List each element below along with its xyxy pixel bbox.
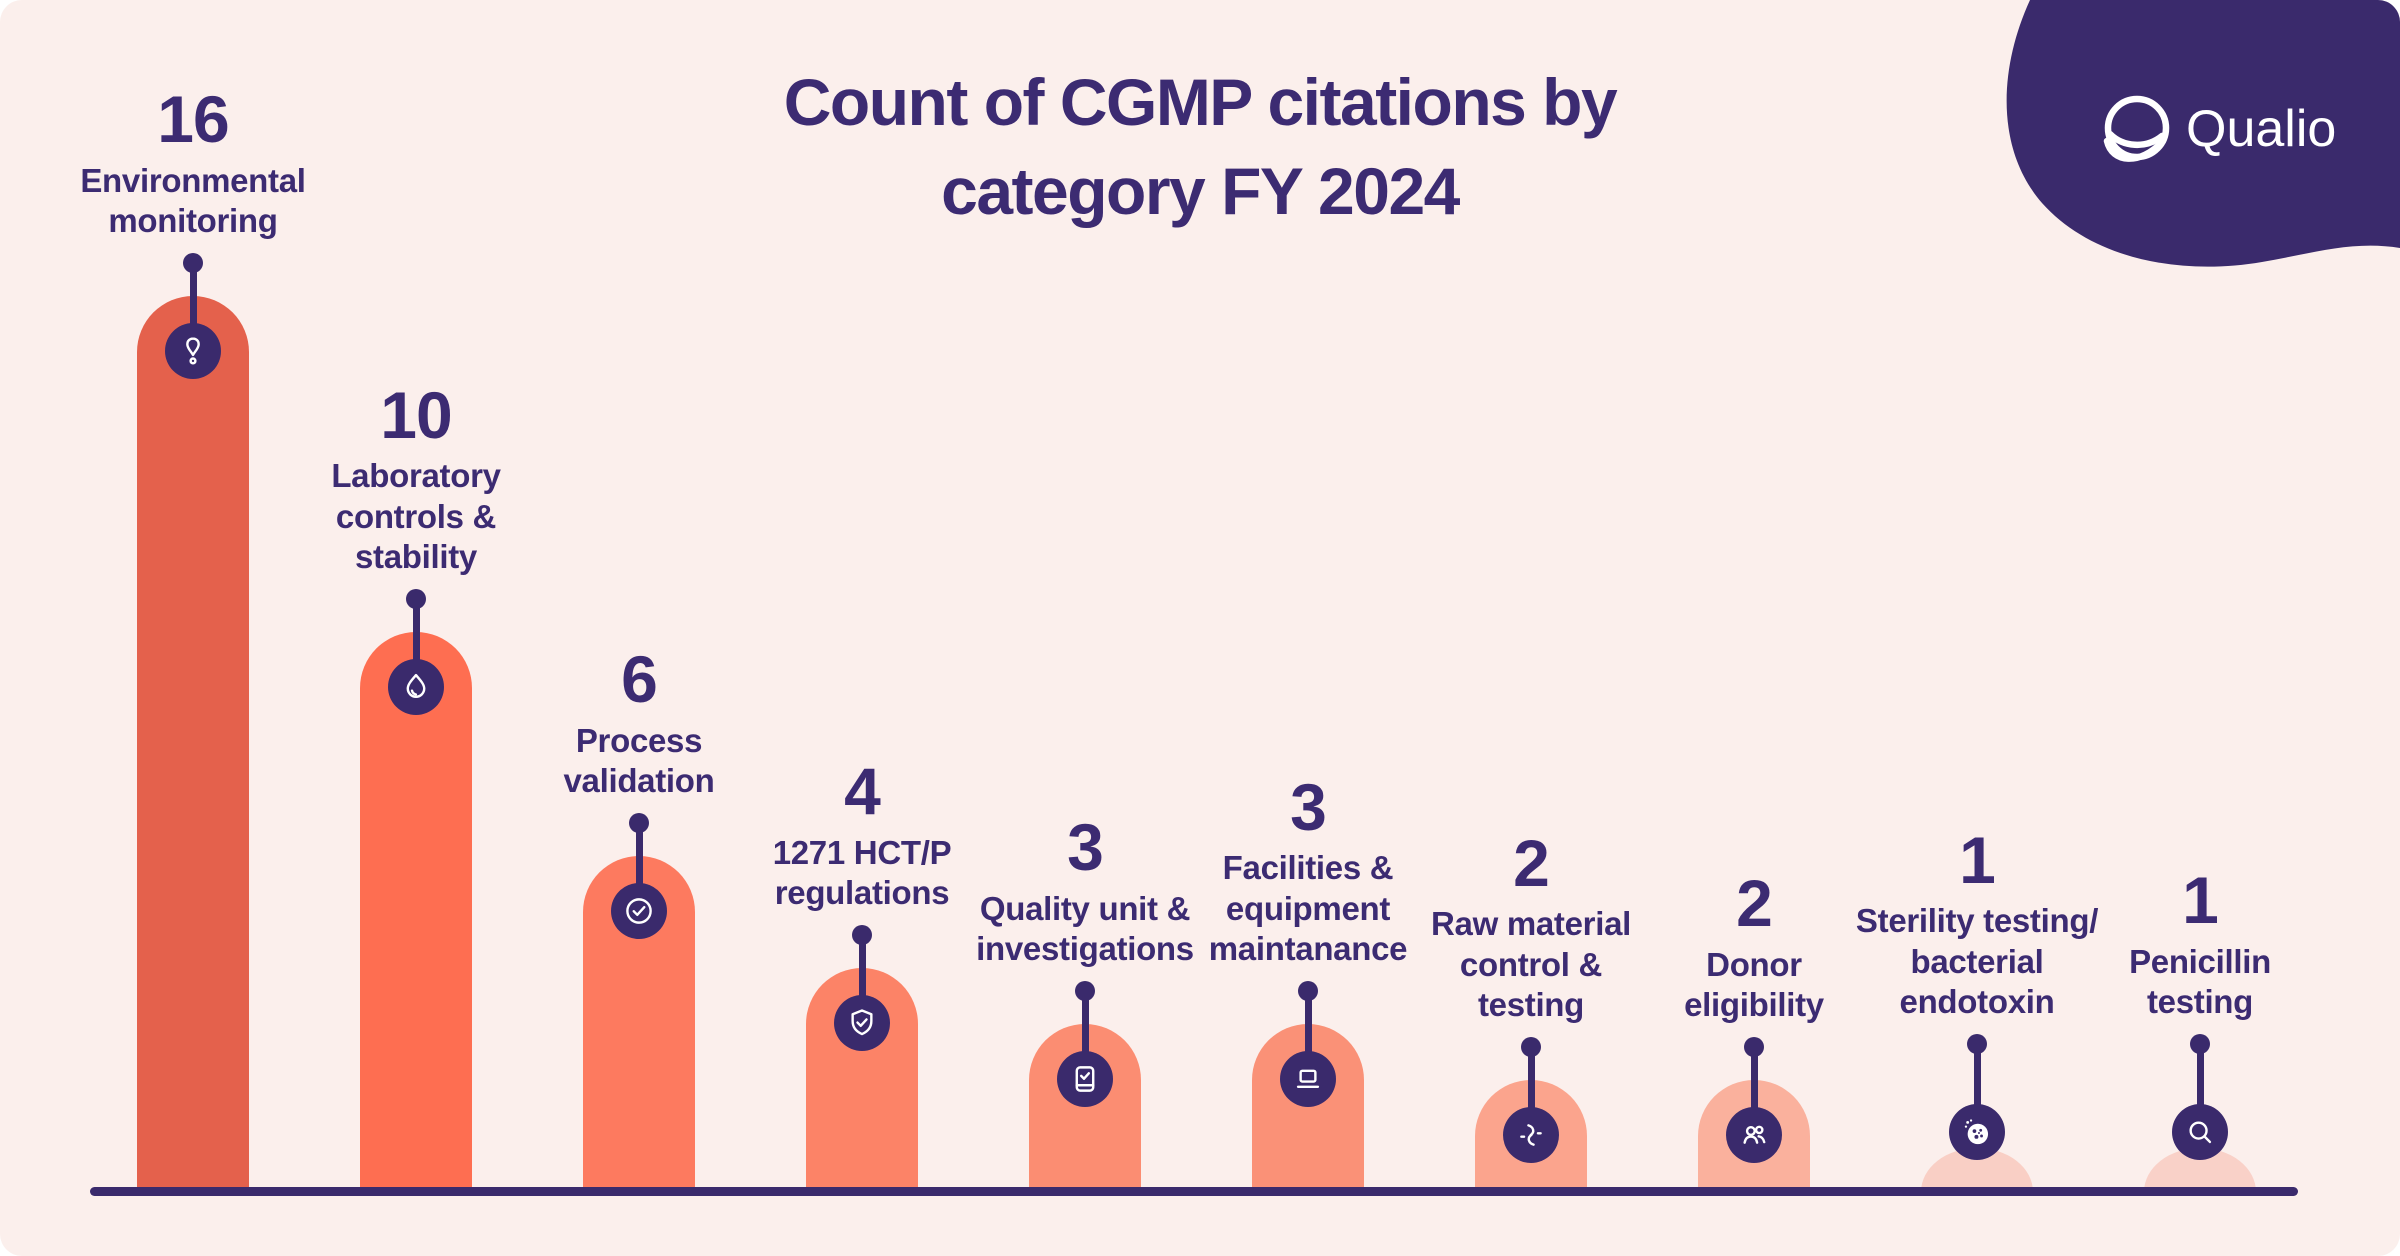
brand-logo-blob: Qualio — [2006, 0, 2400, 267]
bar-label: Penicillin testing — [2129, 942, 2271, 1020]
page-title: Count of CGMP citations by category FY 2… — [783, 65, 1618, 229]
bar-icon-circle — [1057, 1051, 1113, 1107]
bar-label: Laboratory controls & stability — [331, 457, 501, 575]
stem-dot — [1521, 1037, 1541, 1057]
stem-dot — [1967, 1034, 1987, 1054]
users-icon — [1743, 1125, 1766, 1144]
bar-icon-circle — [611, 883, 667, 939]
bar-label: Sterility testing/ bacterial endotoxin — [1855, 902, 2099, 1020]
shield-check-icon — [851, 1009, 873, 1036]
bar-value: 3 — [1290, 769, 1327, 844]
bar-icon-circle — [1280, 1051, 1336, 1107]
bar-column-text: 4 1271 HCT/P regulations — [712, 754, 1012, 913]
check-circle-icon — [626, 898, 652, 924]
stem-line — [412, 599, 420, 687]
bar-value: 10 — [380, 377, 452, 452]
stem-dot — [1298, 981, 1318, 1001]
bar-value: 1 — [2182, 863, 2219, 938]
stem-dot — [406, 589, 426, 609]
stem-line — [635, 823, 643, 911]
stem-line — [2196, 1044, 2204, 1132]
document-check-icon — [1075, 1066, 1095, 1092]
bar-column-text: 1 Penicillin testing — [2050, 863, 2350, 1022]
bar-label: Process validation — [563, 721, 715, 799]
bar-value: 3 — [1067, 810, 1104, 885]
stem-dot — [2190, 1034, 2210, 1054]
bar-value: 2 — [1736, 866, 1773, 941]
bar-column-text: 3 Facilities & equipment maintanance — [1158, 769, 1458, 969]
bar-column-text: 2 Raw material control & testing — [1381, 825, 1681, 1025]
alert-icon — [186, 337, 200, 365]
bar — [360, 632, 472, 1192]
bar-label: Quality unit & investigations — [976, 889, 1194, 967]
stem-dot — [852, 925, 872, 945]
stem-line — [1973, 1044, 1981, 1132]
bar-column-text: 16 Environmental monitoring — [43, 82, 343, 241]
bar-icon-circle — [1726, 1107, 1782, 1163]
bar-icon-circle — [1503, 1107, 1559, 1163]
bar-label: Facilities & equipment maintanance — [1208, 849, 1408, 967]
bar — [137, 296, 249, 1192]
bar-column-text: 2 Donor eligibility — [1604, 866, 1904, 1025]
stem-line — [189, 263, 197, 351]
stem-line — [858, 935, 866, 1023]
bar-column-text: 10 Laboratory controls & stability — [266, 377, 566, 577]
bar-value: 4 — [844, 754, 881, 829]
bar-label: Environmental monitoring — [80, 161, 306, 239]
stem-dot — [629, 813, 649, 833]
bar-icon-circle — [388, 659, 444, 715]
qualio-logo-text: Qualio — [2186, 100, 2336, 158]
bar-icon-circle — [2172, 1104, 2228, 1160]
stem-line — [1304, 991, 1312, 1079]
stem-line — [1527, 1047, 1535, 1135]
stem-line — [1750, 1047, 1758, 1135]
dna-icon — [1520, 1124, 1542, 1146]
bar-label: Donor eligibility — [1684, 945, 1824, 1023]
blob-shape — [2006, 0, 2400, 267]
bar-column-text: 6 Process validation — [489, 642, 789, 801]
bar-value: 2 — [1513, 825, 1550, 900]
bar-column-text: 1 Sterility testing/ bacterial endotoxin — [1827, 822, 2127, 1022]
bar-label: Raw material control & testing — [1431, 905, 1631, 1023]
petri-dish-icon — [1964, 1119, 1989, 1145]
bar-label: 1271 HCT/P regulations — [772, 833, 952, 911]
bar-value: 6 — [621, 642, 658, 717]
bar-icon-circle — [165, 323, 221, 379]
bar-value: 1 — [1959, 822, 1996, 897]
laptop-icon — [1296, 1069, 1320, 1088]
droplet-icon — [406, 673, 426, 698]
stem-dot — [1075, 981, 1095, 1001]
x-axis-line — [90, 1187, 2298, 1196]
bar-column-text: 3 Quality unit & investigations — [935, 810, 1235, 969]
bar-icon-circle — [1949, 1104, 2005, 1160]
stem-dot — [183, 253, 203, 273]
bar-value: 16 — [157, 82, 229, 157]
magnifier-icon — [2189, 1121, 2212, 1144]
stem-dot — [1744, 1037, 1764, 1057]
stem-line — [1081, 991, 1089, 1079]
qualio-logo-mark-icon — [2103, 95, 2170, 162]
bar-icon-circle — [834, 995, 890, 1051]
